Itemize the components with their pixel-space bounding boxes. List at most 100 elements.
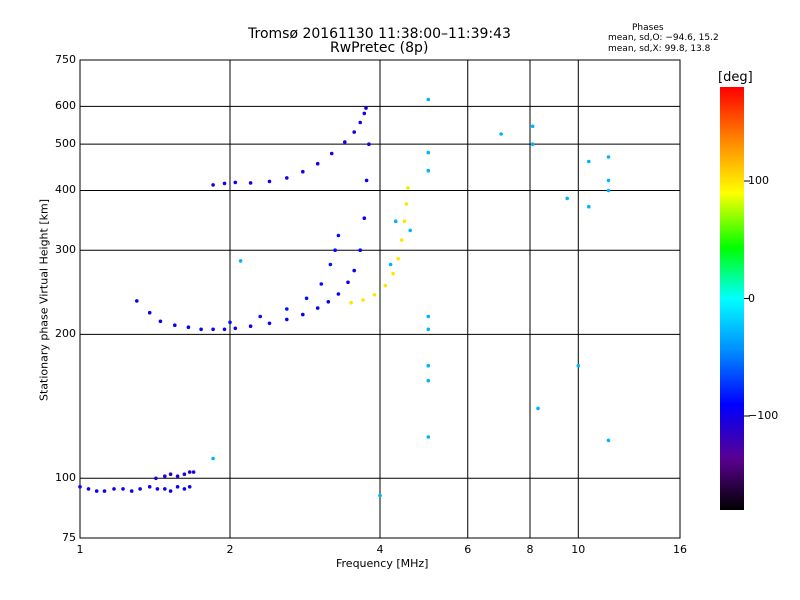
data-point: [187, 485, 192, 489]
data-point: [102, 489, 107, 493]
colorbar-tick-label: −100: [748, 409, 779, 422]
y-axis-label: Stationary phase Virtual Height [km]: [37, 198, 51, 402]
data-point: [530, 142, 535, 146]
data-point: [211, 183, 215, 187]
phases-header: Phases: [632, 23, 664, 33]
data-point: [426, 378, 431, 383]
data-point: [329, 151, 334, 156]
colorbar-label: [deg]: [718, 70, 753, 85]
x-tick-label: 10: [571, 543, 586, 556]
data-point: [364, 106, 368, 110]
data-point: [233, 180, 238, 185]
data-point: [228, 320, 232, 325]
data-point: [530, 124, 535, 129]
y-tick-label: 200: [55, 327, 76, 341]
data-point: [238, 259, 243, 263]
y-tick-label: 100: [55, 471, 76, 485]
data-point: [383, 283, 388, 288]
data-point: [155, 487, 160, 491]
x-tick-label: 16: [673, 543, 687, 556]
chart-subtitle: RwPretec (8p): [330, 40, 429, 56]
data-point: [154, 476, 158, 481]
data-point: [393, 219, 398, 223]
data-points: [78, 97, 611, 498]
data-point: [402, 219, 407, 223]
data-point: [358, 120, 363, 125]
x-tick-label: 1: [76, 543, 84, 556]
data-point: [606, 155, 611, 159]
data-point: [121, 487, 125, 491]
colorbar-tick-label: 100: [748, 174, 769, 187]
data-point: [315, 161, 320, 166]
data-point: [367, 142, 371, 146]
data-point: [285, 307, 289, 311]
x-tick-label: 4: [376, 543, 384, 556]
data-point: [175, 474, 180, 479]
data-point: [211, 327, 215, 332]
data-point: [372, 293, 377, 297]
data-point: [336, 233, 341, 238]
data-point: [328, 262, 333, 267]
data-point: [426, 435, 431, 439]
data-point: [499, 132, 503, 136]
data-point: [361, 298, 365, 302]
data-point: [248, 324, 253, 329]
data-point: [233, 326, 238, 331]
data-point: [285, 317, 289, 322]
data-point: [129, 489, 134, 493]
data-point: [199, 327, 203, 332]
data-point: [362, 216, 367, 220]
data-point: [163, 474, 167, 479]
data-point: [426, 97, 431, 102]
data-point: [315, 306, 320, 310]
data-point: [301, 169, 305, 174]
data-point: [352, 130, 357, 134]
data-point: [182, 472, 187, 477]
data-point: [406, 186, 410, 190]
data-point: [267, 321, 272, 326]
data-point: [399, 238, 404, 242]
x-tick-label: 6: [464, 543, 472, 556]
y-tick-label: 400: [55, 183, 76, 197]
chart-title: Tromsø 20161130 11:38:00–11:39:43: [248, 26, 511, 42]
data-point: [191, 470, 196, 474]
data-point: [336, 292, 341, 296]
data-point: [396, 256, 401, 261]
data-point: [285, 176, 289, 180]
data-point: [343, 140, 347, 144]
y-tick-label: 300: [55, 243, 76, 257]
data-point: [565, 196, 569, 201]
data-point: [388, 262, 393, 267]
data-point: [304, 296, 309, 301]
data-point: [536, 406, 540, 411]
phases-o-stats: mean, sd,O: −94.6, 15.2: [608, 33, 719, 43]
y-tick-label: 750: [55, 53, 76, 66]
data-point: [378, 493, 382, 498]
colorbar-ticks: [744, 180, 750, 417]
y-tick-label: 500: [55, 137, 76, 151]
data-point: [186, 325, 191, 330]
data-point: [404, 202, 409, 206]
data-point: [587, 159, 591, 164]
colorbar: [720, 87, 744, 510]
data-point: [147, 310, 152, 315]
data-point: [408, 228, 413, 233]
data-point: [182, 487, 187, 491]
data-point: [364, 178, 369, 183]
data-point: [576, 363, 581, 368]
data-point: [606, 438, 611, 443]
data-point: [426, 363, 431, 368]
data-point: [135, 299, 139, 303]
data-point: [587, 204, 591, 209]
data-point: [426, 168, 431, 173]
data-point: [173, 323, 177, 328]
data-point: [349, 300, 353, 305]
data-point: [158, 319, 163, 324]
data-point: [248, 181, 253, 185]
data-point: [391, 271, 395, 276]
data-point: [258, 314, 263, 319]
data-point: [138, 487, 142, 491]
data-point: [352, 268, 357, 273]
data-point: [222, 327, 227, 332]
